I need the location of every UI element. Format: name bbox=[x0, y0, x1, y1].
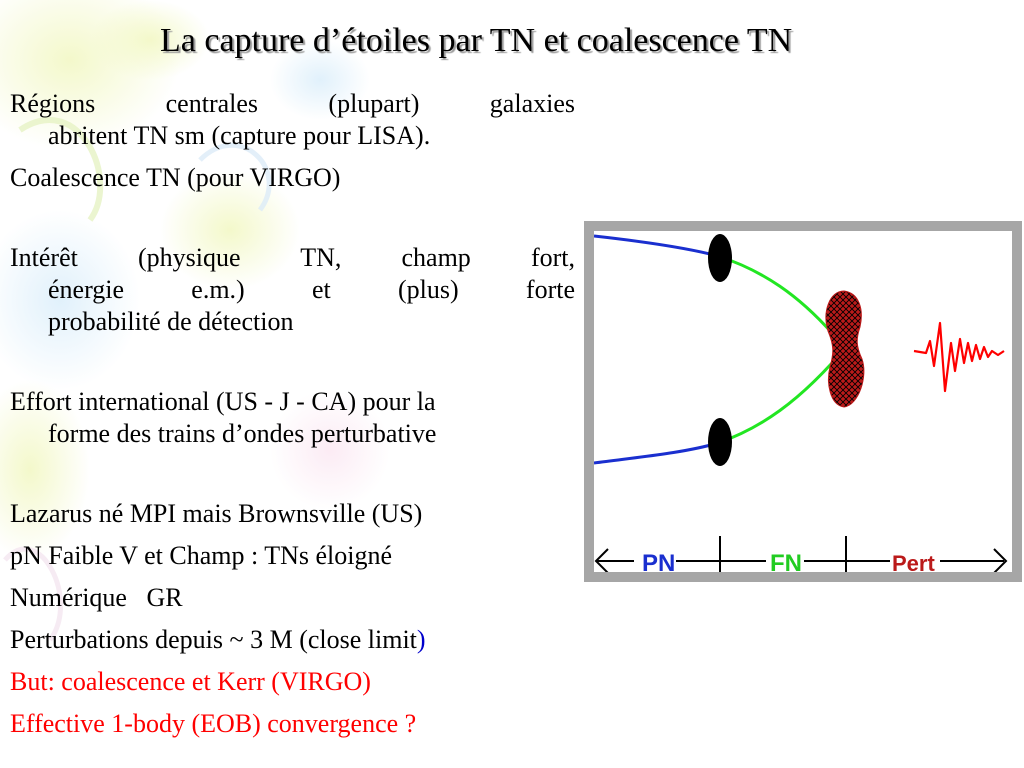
ringdown-waveform bbox=[913, 321, 1005, 393]
fn-orbit-upper bbox=[717, 254, 834, 334]
paragraph-numerique: Numérique GR bbox=[10, 583, 183, 612]
interet-line-3: probabilité de détection bbox=[48, 307, 294, 336]
paragraph-eob: Effective 1-body (EOB) convergence ? bbox=[10, 709, 417, 738]
slide-title: La capture d’étoiles par TN et coalescen… bbox=[160, 22, 793, 59]
perturbations-paren: ) bbox=[416, 625, 426, 654]
effort-line-1: Effort international (US - J - CA) pour … bbox=[10, 387, 436, 416]
effort-line-2: forme des trains d’ondes perturbative bbox=[48, 419, 437, 448]
pn-orbit-upper bbox=[594, 234, 719, 258]
paragraph-coalescence: Coalescence TN (pour VIRGO) bbox=[10, 163, 341, 192]
label-fn: FN bbox=[770, 550, 802, 572]
paragraph-interet: Intérêt (physique TN, champ fort, énergi… bbox=[10, 242, 575, 338]
regions-line-1: Régions centrales (plupart) galaxies bbox=[10, 89, 575, 118]
diagram-canvas: PN FN Pert bbox=[594, 231, 1012, 572]
coalescence-diagram: PN FN Pert bbox=[584, 221, 1022, 582]
label-pert: Pert bbox=[892, 551, 935, 572]
merger-remnant bbox=[825, 290, 865, 408]
pn-orbit-lower bbox=[594, 441, 719, 465]
black-hole-lower bbox=[708, 418, 732, 466]
phase-axis bbox=[594, 536, 1008, 572]
interet-line-2: énergie e.m.) et (plus) forte bbox=[48, 275, 575, 304]
paragraph-regions: Régions centrales (plupart) galaxies abr… bbox=[10, 88, 575, 152]
diagram-panel bbox=[594, 231, 1012, 572]
body-text: Régions centrales (plupart) galaxies abr… bbox=[10, 88, 575, 750]
black-hole-upper bbox=[708, 234, 732, 282]
fn-orbit-lower bbox=[717, 361, 834, 445]
paragraph-pn: pN Faible V et Champ : TNs éloigné bbox=[10, 541, 393, 570]
perturbations-text: Perturbations depuis ~ 3 M (close limit bbox=[10, 625, 417, 654]
paragraph-lazarus: Lazarus né MPI mais Brownsville (US) bbox=[10, 499, 423, 528]
paragraph-effort: Effort international (US - J - CA) pour … bbox=[10, 386, 575, 450]
paragraph-but: But: coalescence et Kerr (VIRGO) bbox=[10, 667, 371, 696]
label-pn: PN bbox=[642, 550, 675, 572]
regions-line-2: abritent TN sm (capture pour LISA). bbox=[48, 121, 431, 150]
interet-line-1: Intérêt (physique TN, champ fort, bbox=[10, 243, 575, 272]
paragraph-perturbations: Perturbations depuis ~ 3 M (close limit) bbox=[10, 624, 575, 656]
